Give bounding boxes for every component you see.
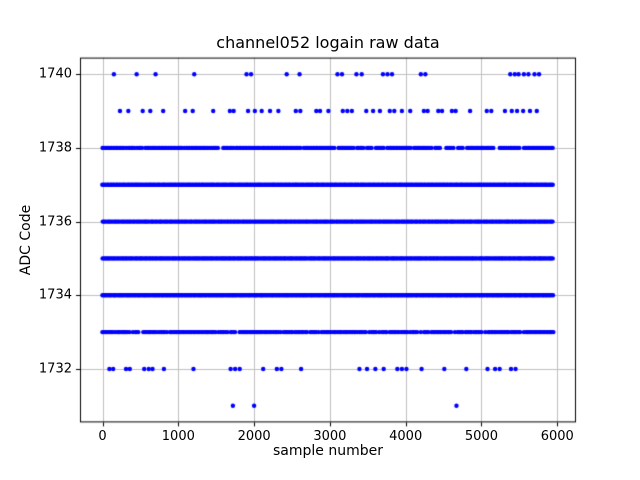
chart-title: channel052 logain raw data — [216, 33, 440, 52]
y-tick-label: 1732 — [38, 361, 72, 377]
x-tick-label: 4000 — [389, 429, 423, 445]
x-tick-label: 3000 — [313, 429, 347, 445]
y-axis-label: ADC Code — [18, 204, 34, 276]
x-tick-label: 6000 — [540, 429, 574, 445]
x-tick-label: 0 — [98, 429, 107, 445]
x-tick-label: 2000 — [237, 429, 271, 445]
y-tick-label: 1740 — [38, 66, 72, 82]
x-tick-label: 5000 — [464, 429, 498, 445]
y-tick-label: 1736 — [38, 214, 72, 230]
x-tick-label: 1000 — [161, 429, 195, 445]
y-tick-label: 1738 — [38, 140, 72, 156]
x-axis-label: sample number — [273, 443, 383, 459]
y-tick-label: 1734 — [38, 287, 72, 303]
